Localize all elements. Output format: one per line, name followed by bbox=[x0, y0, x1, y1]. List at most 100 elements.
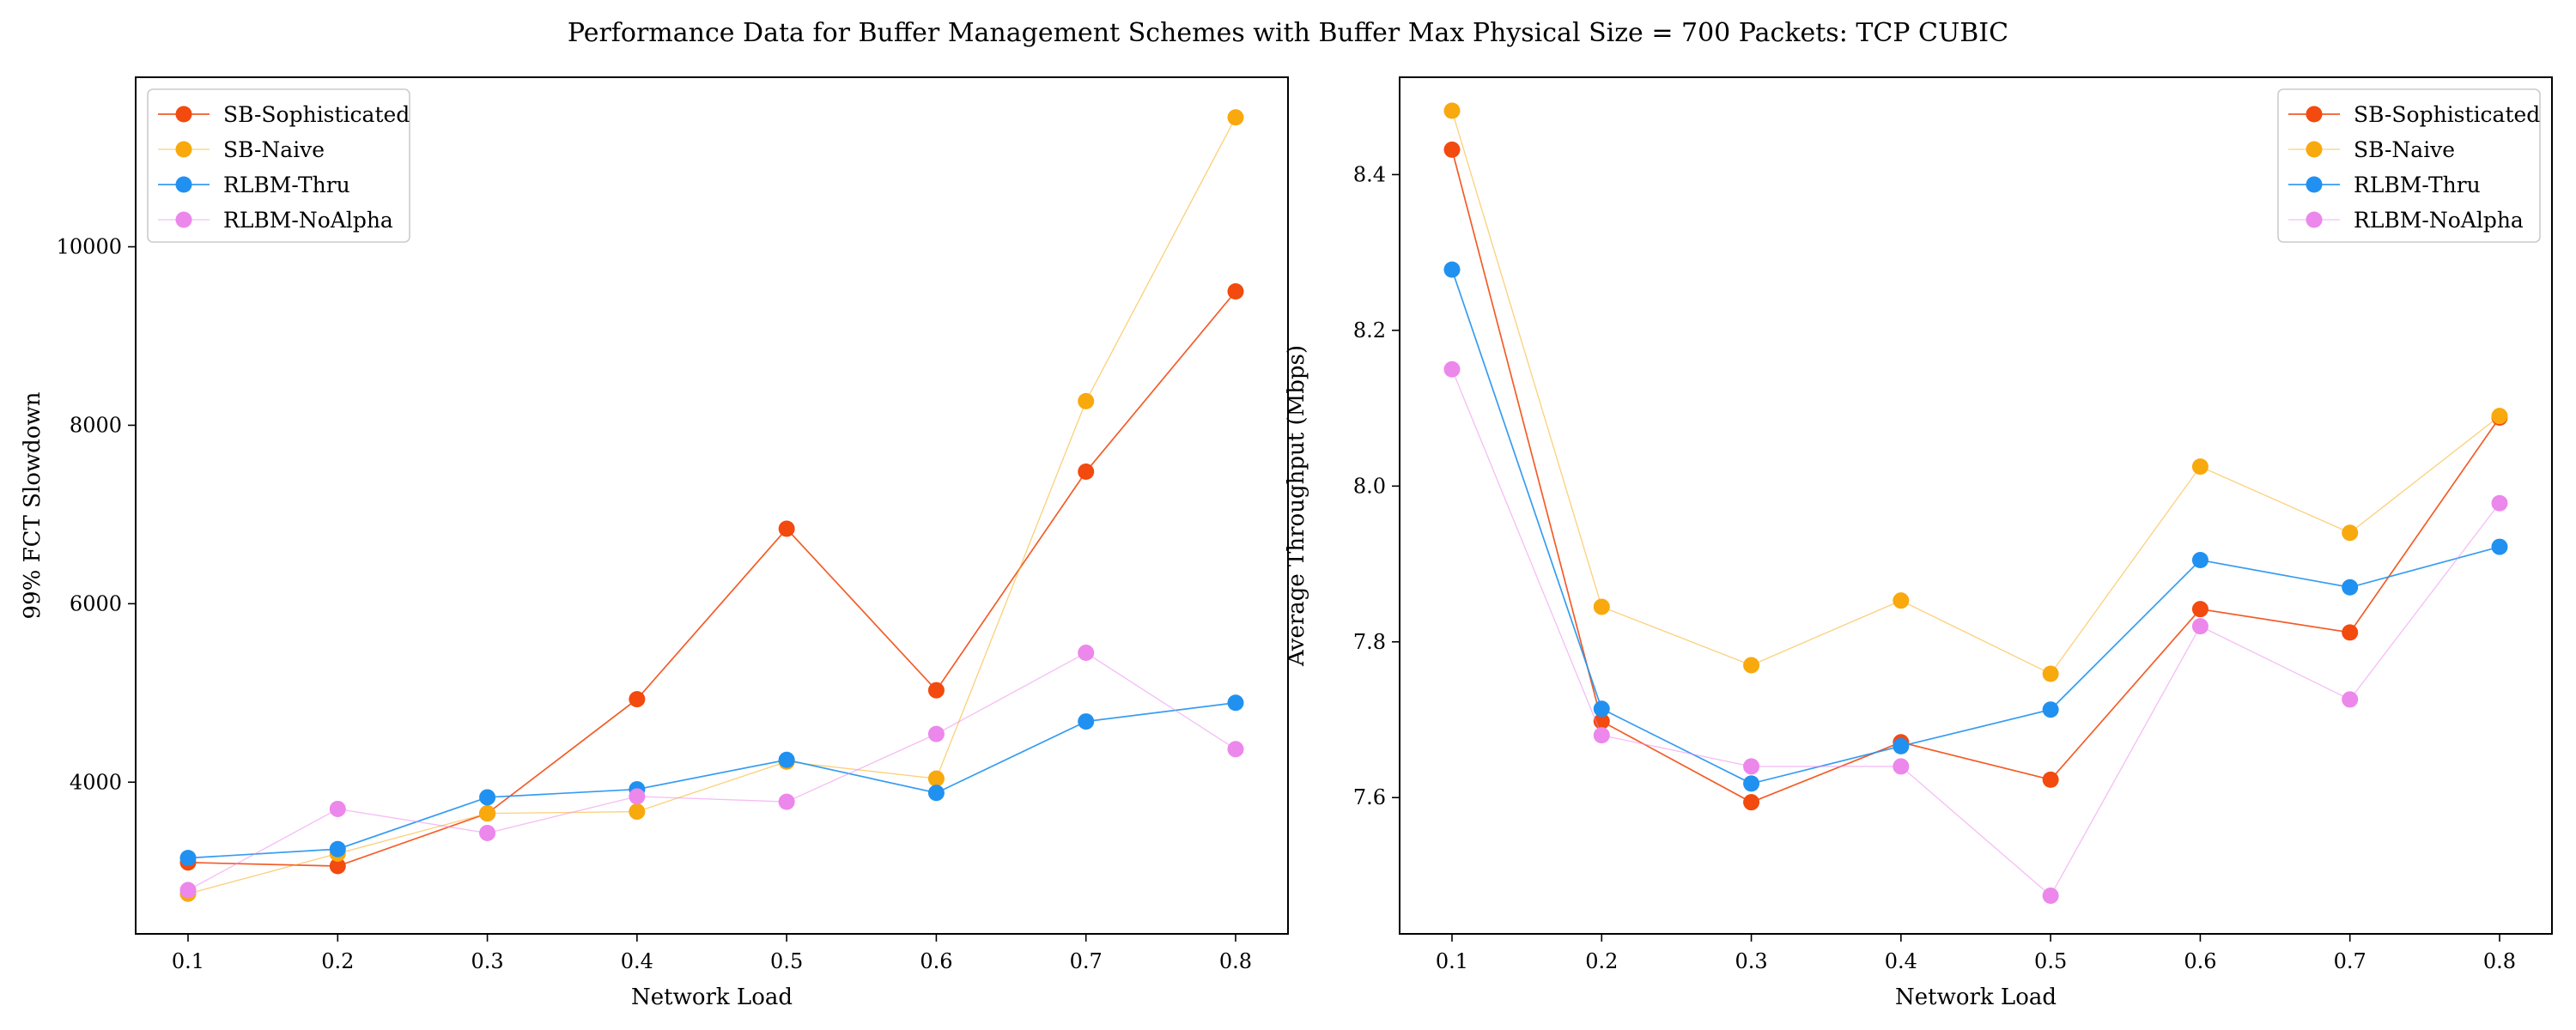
chart-2-y-tick-label: 8.4 bbox=[1353, 162, 1386, 186]
chart-1-data-point bbox=[778, 793, 795, 810]
chart-2-data-point bbox=[1593, 598, 1610, 615]
chart-2-legend-label: RLBM-NoAlpha bbox=[2354, 208, 2524, 233]
chart-2-series-4 bbox=[1443, 360, 2508, 905]
chart-1-data-point bbox=[1227, 741, 1244, 758]
chart-1-plot-frame bbox=[135, 76, 1289, 935]
chart-2-x-tick-label: 0.1 bbox=[1436, 949, 1468, 973]
chart-1-legend: SB-Sophisticated SB-Naive RLBM-Thru RLBM-No… bbox=[147, 88, 410, 243]
chart-2-x-tick-label: 0.4 bbox=[1885, 949, 1917, 973]
chart-1-data-point bbox=[629, 788, 646, 805]
chart-1-data-point bbox=[1078, 713, 1095, 730]
chart-1-legend-box bbox=[147, 88, 410, 243]
chart-1-y-axis-label: 99% FCT Slowdown bbox=[20, 391, 46, 619]
chart-1-data-point bbox=[1078, 463, 1095, 480]
chart-2-legend-marker bbox=[2306, 106, 2323, 123]
chart-2-data-point bbox=[1443, 141, 1461, 158]
chart-1-data-point bbox=[629, 803, 646, 821]
chart-1-data-point bbox=[329, 800, 346, 817]
chart-1-y-tick-label: 6000 bbox=[70, 591, 122, 615]
chart-1-x-tick-label: 0.6 bbox=[920, 949, 952, 973]
chart-1-data-point bbox=[927, 725, 945, 742]
chart-1-series-line bbox=[187, 701, 1236, 859]
chart-2-data-point bbox=[2042, 701, 2059, 718]
chart-2-legend-label: SB-Naive bbox=[2354, 137, 2455, 162]
chart-2-data-point bbox=[2042, 665, 2059, 682]
chart-2-data-point bbox=[1443, 102, 1461, 119]
chart-2-x-tick-label: 0.2 bbox=[1585, 949, 1618, 973]
chart-1-legend-label: RLBM-NoAlpha bbox=[223, 208, 393, 233]
chart-1-data-point bbox=[927, 785, 945, 802]
chart-2-data-point bbox=[2491, 538, 2508, 555]
chart-1-series-line bbox=[187, 651, 1236, 891]
chart-2-data-point bbox=[2491, 408, 2508, 425]
chart-2-plot-frame bbox=[1399, 76, 2553, 935]
chart-1-x-tick-label: 0.2 bbox=[321, 949, 354, 973]
chart-1-data-point bbox=[629, 691, 646, 708]
chart-2-x-tick-label: 0.6 bbox=[2184, 949, 2216, 973]
chart-2-panel: 0.1 0.2 0.3 0.4 0.5 0.6 0.7 0.8 7.6 7.8 8.0 8.2 8.4 N… bbox=[1284, 76, 2553, 1010]
chart-2-data-point bbox=[1893, 758, 1910, 775]
chart-1-legend-marker bbox=[175, 176, 192, 193]
chart-2-series-3 bbox=[1443, 261, 2508, 792]
chart-2-data-point bbox=[2342, 579, 2359, 596]
chart-2-data-point bbox=[2342, 691, 2359, 708]
chart-1-legend-label: RLBM-Thru bbox=[223, 173, 350, 197]
chart-1-legend-marker bbox=[175, 211, 192, 228]
chart-2-x-axis-label: Network Load bbox=[1895, 985, 2057, 1010]
chart-1-data-point bbox=[479, 825, 496, 842]
chart-2-data-point bbox=[2191, 458, 2208, 476]
chart-2-y-axis-label: Average Throughput (Mbps) bbox=[1284, 345, 1309, 667]
chart-2-legend-marker bbox=[2306, 141, 2323, 158]
chart-1-data-point bbox=[1227, 109, 1244, 126]
chart-2-y-tick-label: 8.0 bbox=[1353, 474, 1386, 498]
chart-1-series-line bbox=[187, 117, 1236, 894]
chart-2-data-point bbox=[2191, 618, 2208, 635]
chart-2-series-line bbox=[1451, 110, 2500, 675]
chart-1-legend-label: SB-Naive bbox=[223, 137, 325, 162]
chart-2-data-point bbox=[1593, 700, 1610, 718]
chart-1-data-point bbox=[479, 789, 496, 806]
chart-1-panel: 0.1 0.2 0.3 0.4 0.5 0.6 0.7 0.8 4000 6000 8000 1000… bbox=[20, 76, 1289, 1010]
chart-1-data-point bbox=[179, 882, 197, 899]
figure-title: Performance Data for Buffer Management S… bbox=[568, 18, 2008, 48]
chart-2-data-point bbox=[1743, 775, 1760, 792]
chart-2-legend: SB-Sophisticated SB-Naive RLBM-Thru RLBM-No… bbox=[2277, 88, 2541, 243]
chart-2-data-point bbox=[1743, 758, 1760, 775]
chart-2-data-point bbox=[2191, 601, 2208, 618]
chart-2-series-line bbox=[1451, 149, 2500, 803]
chart-2-y-tick-label: 7.6 bbox=[1353, 785, 1386, 809]
chart-2-data-point bbox=[2342, 524, 2359, 542]
chart-1-series-line bbox=[187, 290, 1236, 867]
chart-2-data-point bbox=[2042, 888, 2059, 905]
chart-2-data-point bbox=[1893, 592, 1910, 609]
chart-1-data-point bbox=[329, 840, 346, 857]
chart-1-legend-marker bbox=[175, 141, 192, 158]
chart-1-x-tick-label: 0.1 bbox=[172, 949, 204, 973]
chart-1-x-axis-label: Network Load bbox=[631, 985, 793, 1010]
chart-2-x-tick-label: 0.8 bbox=[2483, 949, 2516, 973]
chart-2-data-point bbox=[1443, 261, 1461, 278]
chart-2-data-point bbox=[1743, 794, 1760, 811]
chart-2-data-point bbox=[1443, 360, 1461, 378]
chart-1-data-point bbox=[179, 850, 197, 867]
chart-2-data-point bbox=[2491, 494, 2508, 512]
chart-1-x-tick-label: 0.7 bbox=[1070, 949, 1103, 973]
chart-1-data-point bbox=[329, 857, 346, 875]
chart-2-data-point bbox=[2191, 552, 2208, 569]
chart-2-legend-marker bbox=[2306, 176, 2323, 193]
chart-1-x-tick-label: 0.3 bbox=[471, 949, 503, 973]
chart-1-x-tick-label: 0.4 bbox=[621, 949, 653, 973]
chart-1-data-point bbox=[1078, 392, 1095, 409]
chart-1-data-point bbox=[778, 520, 795, 537]
chart-2-legend-marker bbox=[2306, 211, 2323, 228]
chart-2-x-tick-label: 0.5 bbox=[2034, 949, 2067, 973]
chart-2-data-point bbox=[1593, 727, 1610, 744]
chart-2-series-line bbox=[1451, 269, 2500, 785]
chart-1-data-point bbox=[1078, 645, 1095, 662]
chart-1-y-tick-label: 8000 bbox=[70, 413, 122, 437]
chart-1-series-3 bbox=[179, 694, 1244, 867]
chart-1-legend-label: SB-Sophisticated bbox=[223, 102, 410, 127]
chart-2-legend-label: RLBM-Thru bbox=[2354, 173, 2481, 197]
chart-1-x-tick-label: 0.5 bbox=[770, 949, 803, 973]
